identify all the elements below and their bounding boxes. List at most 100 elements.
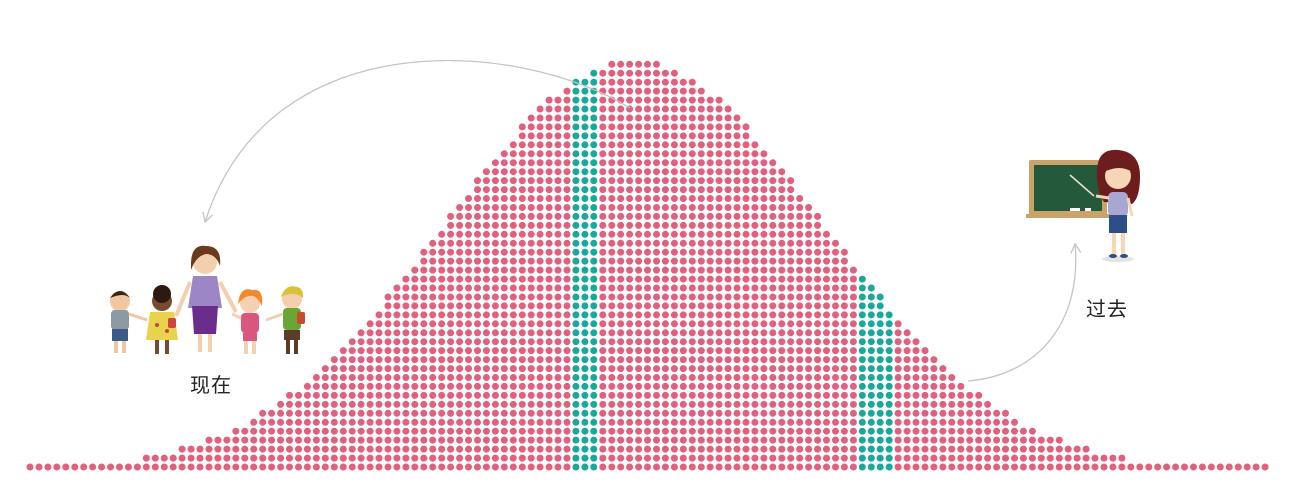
dot <box>599 302 607 310</box>
highlight-dot <box>572 365 580 373</box>
dot <box>438 293 446 301</box>
dot <box>733 284 741 292</box>
dot <box>500 445 508 453</box>
dot <box>563 114 571 122</box>
dot <box>500 221 508 229</box>
dot <box>688 186 696 194</box>
dot <box>456 418 464 426</box>
dot <box>644 96 651 104</box>
dot <box>545 418 553 426</box>
dot <box>456 302 464 310</box>
dot <box>823 329 830 337</box>
dot <box>509 382 517 390</box>
highlight-dot <box>581 329 589 337</box>
dot <box>688 141 696 149</box>
dot <box>644 132 651 140</box>
dot <box>456 338 464 346</box>
dot <box>527 168 535 176</box>
dot <box>250 427 258 435</box>
dot <box>706 204 714 211</box>
dot <box>635 436 643 444</box>
dot <box>751 239 759 247</box>
dot <box>491 347 499 355</box>
dot <box>724 365 732 373</box>
dot <box>948 382 956 390</box>
dot <box>554 257 562 265</box>
dot <box>608 186 616 194</box>
dot <box>420 454 428 462</box>
dot <box>724 204 732 211</box>
dot <box>617 445 625 453</box>
dot <box>608 168 616 176</box>
dot <box>849 445 857 453</box>
dot <box>921 418 929 426</box>
dot <box>196 463 204 471</box>
dot <box>644 391 651 399</box>
dot <box>474 212 481 220</box>
dot <box>599 105 607 113</box>
dot <box>644 329 651 337</box>
dot <box>312 374 320 381</box>
dot <box>626 338 634 346</box>
dot <box>241 454 249 462</box>
dot <box>823 445 830 453</box>
dot <box>482 418 490 426</box>
dot <box>1046 463 1054 471</box>
dot <box>366 391 374 399</box>
dot <box>357 374 365 381</box>
dot <box>563 365 571 373</box>
dot <box>500 168 508 176</box>
dot <box>286 400 293 408</box>
dot <box>849 365 857 373</box>
dot <box>89 463 97 471</box>
dot <box>787 284 795 292</box>
dot <box>644 87 651 95</box>
dot <box>500 266 508 274</box>
dot <box>626 78 634 86</box>
highlight-dot <box>590 248 598 256</box>
dot <box>805 257 813 265</box>
dot <box>769 427 777 435</box>
dot <box>706 463 714 471</box>
dot <box>679 374 687 381</box>
dot <box>930 391 938 399</box>
dot <box>742 230 750 238</box>
dot <box>321 382 329 390</box>
dot <box>760 329 768 337</box>
dot <box>724 329 732 337</box>
dot <box>948 391 956 399</box>
dot <box>1028 463 1036 471</box>
dot <box>456 230 464 238</box>
dot <box>509 400 517 408</box>
dot <box>626 391 634 399</box>
dot <box>742 141 750 149</box>
dot <box>787 230 795 238</box>
highlight-dot <box>876 329 884 337</box>
dot <box>608 445 616 453</box>
highlight-dot <box>572 347 580 355</box>
dot <box>787 409 795 417</box>
dot <box>474 257 481 265</box>
dot <box>295 418 302 426</box>
dot <box>688 329 696 337</box>
dot <box>715 150 723 158</box>
dot <box>411 436 419 444</box>
dot <box>599 123 607 131</box>
dot <box>796 195 804 202</box>
dot <box>393 382 401 390</box>
dot <box>429 409 437 417</box>
dot <box>903 436 911 444</box>
dot <box>653 382 660 390</box>
dot <box>778 382 786 390</box>
dot <box>554 195 562 202</box>
dot <box>500 248 508 256</box>
dot <box>608 60 616 68</box>
dot <box>277 418 285 426</box>
dot <box>617 230 625 238</box>
dot <box>733 320 741 328</box>
dot <box>518 329 526 337</box>
highlight-dot <box>867 329 875 337</box>
dot <box>545 123 553 131</box>
dot <box>948 427 956 435</box>
dot <box>429 418 437 426</box>
